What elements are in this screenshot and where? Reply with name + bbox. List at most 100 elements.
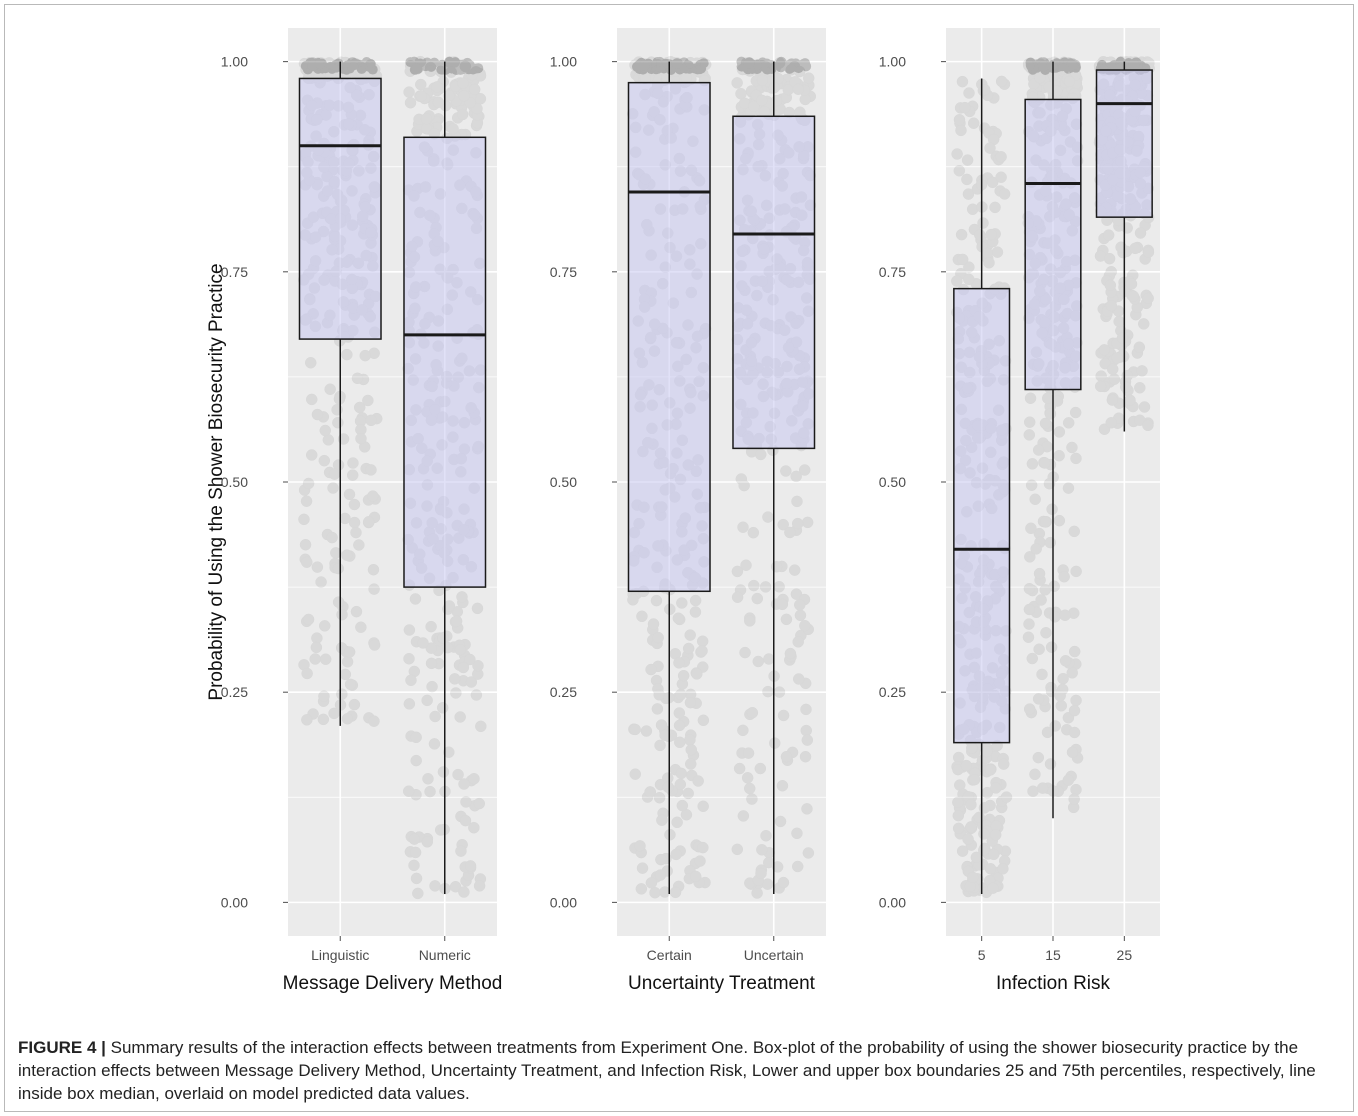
data-point xyxy=(350,66,363,78)
data-point xyxy=(654,739,666,752)
data-point xyxy=(458,778,470,790)
data-point xyxy=(1066,441,1078,454)
data-point xyxy=(777,709,790,722)
data-point xyxy=(1135,60,1146,71)
data-point xyxy=(1038,74,1050,87)
data-point xyxy=(673,736,686,749)
data-point xyxy=(1132,59,1143,70)
data-point xyxy=(1097,244,1109,257)
data-point xyxy=(742,747,755,759)
data-point xyxy=(1024,392,1037,405)
data-point xyxy=(960,794,973,806)
data-point xyxy=(351,59,362,70)
data-point xyxy=(364,61,377,73)
data-point xyxy=(673,657,685,669)
data-point xyxy=(1102,229,1115,241)
data-point xyxy=(1143,57,1155,69)
data-point xyxy=(1057,564,1069,576)
data-point xyxy=(991,821,1004,834)
data-point xyxy=(672,691,684,704)
data-point xyxy=(410,872,423,885)
data-point xyxy=(987,235,999,248)
data-point xyxy=(648,60,659,71)
data-point xyxy=(328,63,340,76)
data-point xyxy=(426,61,437,72)
data-point xyxy=(1031,61,1042,72)
data-point xyxy=(753,62,764,73)
data-point xyxy=(978,802,991,814)
data-point xyxy=(1094,380,1107,393)
data-point xyxy=(1068,73,1080,85)
data-point xyxy=(318,620,331,632)
data-points-top-cluster xyxy=(632,56,709,75)
data-point xyxy=(428,738,441,750)
data-point xyxy=(1040,64,1051,75)
data-point xyxy=(762,64,773,75)
data-point xyxy=(1030,62,1041,73)
data-point xyxy=(976,819,989,831)
data-point xyxy=(457,661,470,674)
data-point xyxy=(755,867,767,880)
data-point xyxy=(431,81,443,93)
data-point xyxy=(457,596,469,609)
data-point xyxy=(961,154,974,166)
data-point xyxy=(350,605,363,618)
data-point xyxy=(974,229,986,241)
data-point xyxy=(664,61,677,73)
data-point xyxy=(1070,743,1082,756)
data-point xyxy=(1059,655,1072,667)
y-tick-label: 0.50 xyxy=(550,474,577,490)
data-point xyxy=(736,56,747,67)
data-point xyxy=(785,63,796,74)
data-point xyxy=(451,112,464,124)
data-point xyxy=(627,594,639,606)
data-point xyxy=(682,642,695,655)
data-point xyxy=(968,223,981,236)
y-tick-label: 0.75 xyxy=(221,264,248,280)
data-point xyxy=(964,880,976,893)
data-point xyxy=(344,65,357,78)
data-point xyxy=(421,87,434,99)
data-point xyxy=(671,60,682,71)
data-point xyxy=(745,878,757,890)
data-point xyxy=(963,105,976,118)
data-point xyxy=(474,93,487,105)
data-point xyxy=(684,696,697,709)
data-point xyxy=(320,64,332,77)
data-point xyxy=(456,591,468,603)
data-point xyxy=(951,760,963,773)
data-point xyxy=(298,513,310,526)
data-point xyxy=(964,823,976,835)
data-point xyxy=(744,615,756,627)
panel-2: 0.00 0.25 0.50 0.75 1.00 Certain Uncertain Unce… xyxy=(550,28,826,994)
data-point xyxy=(677,669,690,682)
y-tick-label: 0.50 xyxy=(221,474,248,490)
data-point xyxy=(966,763,978,775)
data-point xyxy=(757,57,768,68)
data-point xyxy=(327,482,339,494)
data-point xyxy=(753,65,765,77)
data-point xyxy=(1035,594,1047,606)
data-point xyxy=(1111,337,1123,350)
data-point xyxy=(633,56,645,68)
data-point xyxy=(962,188,975,200)
data-point xyxy=(1059,61,1070,72)
data-point xyxy=(953,779,966,791)
data-point xyxy=(629,59,641,71)
data-point xyxy=(665,59,676,70)
data-point xyxy=(403,86,415,98)
data-point xyxy=(1065,770,1077,783)
data-point xyxy=(1065,62,1076,73)
data-point xyxy=(676,799,689,812)
data-point xyxy=(799,677,812,690)
data-point xyxy=(785,650,797,663)
data-point xyxy=(1046,67,1058,79)
data-point xyxy=(468,107,481,120)
data-point xyxy=(676,60,687,71)
data-point xyxy=(321,528,334,541)
data-point xyxy=(1096,57,1109,70)
data-point xyxy=(1101,305,1114,317)
data-point xyxy=(341,713,354,725)
data-point xyxy=(1064,80,1077,93)
data-point xyxy=(463,64,474,75)
